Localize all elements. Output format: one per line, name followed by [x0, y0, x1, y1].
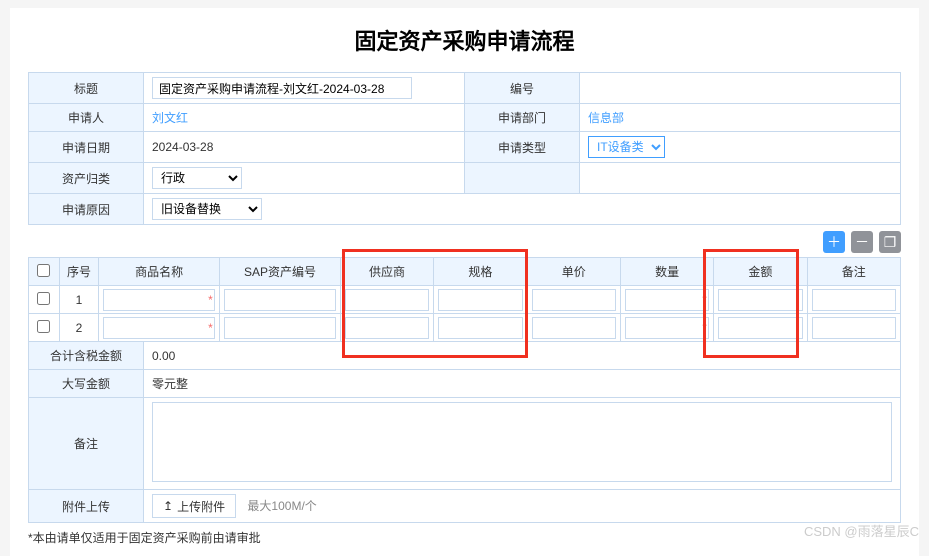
required-marker: * [702, 321, 707, 335]
label-dept: 申请部门 [465, 104, 580, 132]
input-qty[interactable] [625, 317, 709, 339]
col-amount: 金额 [714, 258, 807, 286]
input-name[interactable] [103, 289, 215, 311]
label-number: 编号 [465, 73, 580, 104]
input-note[interactable] [812, 289, 896, 311]
items-table: 序号 商品名称 SAP资产编号 供应商 规格 单价 数量 金额 备注 1 * * 2 *… [28, 257, 901, 342]
label-date: 申请日期 [29, 132, 144, 163]
input-amount[interactable] [718, 317, 802, 339]
label-applicant: 申请人 [29, 104, 144, 132]
upload-button[interactable]: ↥ 上传附件 [152, 494, 236, 518]
items-header-row: 序号 商品名称 SAP资产编号 供应商 规格 单价 数量 金额 备注 [29, 258, 901, 286]
input-spec[interactable] [438, 289, 522, 311]
cell-seq: 2 [59, 314, 99, 342]
col-supplier: 供应商 [340, 258, 433, 286]
col-qty: 数量 [620, 258, 713, 286]
col-sap: SAP资产编号 [220, 258, 341, 286]
input-amount[interactable] [718, 289, 802, 311]
header-table: 标题 编号 申请人 刘文红 申请部门 信息部 申请日期 2024-03-28 申… [28, 72, 901, 225]
textarea-remark[interactable] [152, 402, 892, 482]
value-number [580, 73, 901, 104]
value-cn-amount: 零元整 [144, 370, 901, 398]
input-price[interactable] [532, 289, 616, 311]
input-sap[interactable] [224, 289, 336, 311]
label-total: 合计含税金额 [29, 342, 144, 370]
input-supplier[interactable] [345, 317, 429, 339]
select-reason[interactable]: 旧设备替换 [152, 198, 262, 220]
table-row: 1 * * [29, 286, 901, 314]
header-form: 标题 编号 申请人 刘文红 申请部门 信息部 申请日期 2024-03-28 申… [10, 72, 919, 523]
copy-row-button[interactable]: ❐ [879, 231, 901, 253]
input-note[interactable] [812, 317, 896, 339]
value-applicant[interactable]: 刘文红 [152, 111, 188, 125]
input-title[interactable] [152, 77, 412, 99]
label-cn-amount: 大写金额 [29, 370, 144, 398]
upload-hint: 最大100M/个 [247, 499, 316, 513]
footnote: *本由请单仅适用于固定资产采购前由请审批 [10, 523, 919, 546]
input-spec[interactable] [438, 317, 522, 339]
table-row: 2 * * [29, 314, 901, 342]
page-title: 固定资产采购申请流程 [10, 24, 919, 56]
required-marker: * [208, 293, 213, 307]
select-type[interactable]: IT设备类 [588, 136, 665, 158]
label-asset-class: 资产归类 [29, 163, 144, 194]
value-date: 2024-03-28 [144, 132, 465, 163]
add-row-button[interactable]: ＋ [823, 231, 845, 253]
input-qty[interactable] [625, 289, 709, 311]
input-name[interactable] [103, 317, 215, 339]
col-seq: 序号 [59, 258, 99, 286]
label-title: 标题 [29, 73, 144, 104]
label-attach: 附件上传 [29, 490, 144, 523]
select-asset-class[interactable]: 行政 [152, 167, 242, 189]
col-name: 商品名称 [99, 258, 220, 286]
summary-table: 合计含税金额 0.00 大写金额 零元整 备注 附件上传 ↥ 上传附件 最大10… [28, 341, 901, 523]
label-type: 申请类型 [465, 132, 580, 163]
check-all[interactable] [37, 264, 50, 277]
col-price: 单价 [527, 258, 620, 286]
input-supplier[interactable] [345, 289, 429, 311]
col-spec: 规格 [434, 258, 527, 286]
form-page: 固定资产采购申请流程 标题 编号 申请人 刘文红 申请部门 信息部 申请日期 2… [10, 8, 919, 556]
label-empty1 [465, 163, 580, 194]
items-toolbar: ＋ － ❐ [28, 225, 901, 257]
input-price[interactable] [532, 317, 616, 339]
label-reason: 申请原因 [29, 194, 144, 225]
value-empty1 [580, 163, 901, 194]
upload-icon: ↥ [163, 499, 173, 513]
row-check[interactable] [37, 320, 50, 333]
items-area: 序号 商品名称 SAP资产编号 供应商 规格 单价 数量 金额 备注 1 * * 2 *… [28, 257, 901, 342]
cell-seq: 1 [59, 286, 99, 314]
col-note: 备注 [807, 258, 900, 286]
remove-row-button[interactable]: － [851, 231, 873, 253]
required-marker: * [702, 293, 707, 307]
required-marker: * [208, 321, 213, 335]
row-check[interactable] [37, 292, 50, 305]
label-remark: 备注 [29, 398, 144, 490]
value-total: 0.00 [144, 342, 901, 370]
value-dept[interactable]: 信息部 [588, 111, 624, 125]
input-sap[interactable] [224, 317, 336, 339]
upload-button-label: 上传附件 [177, 498, 225, 515]
